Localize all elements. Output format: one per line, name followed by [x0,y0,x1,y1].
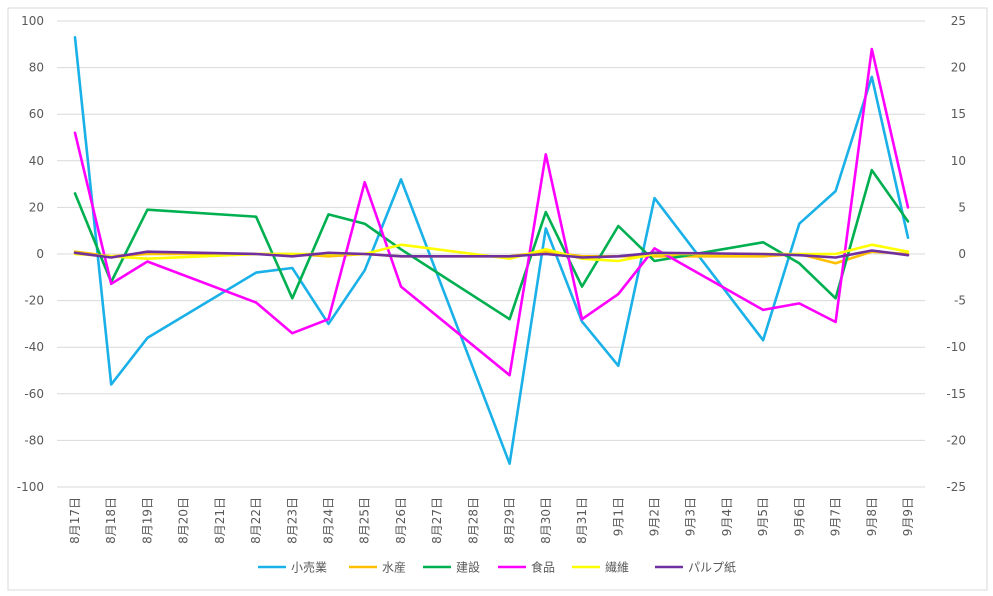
x-tick-label: 9月9日 [901,497,915,536]
right-tick-label: 10 [951,154,966,168]
x-tick-label: 8月28日 [466,497,480,544]
x-tick-label: 9月4日 [720,497,734,536]
left-tick-label: 80 [29,61,44,75]
legend-label: 建設 [456,560,480,575]
left-tick-label: 0 [36,247,44,261]
left-tick-label: -20 [24,294,44,308]
legend: 小売業 水産 建設 食品 繊維 パルプ紙 [258,560,736,575]
left-tick-label: 20 [29,200,44,214]
series-line-5 [73,249,910,259]
x-tick-label: 8月30日 [539,497,553,544]
x-tick-label: 8月19日 [140,497,154,544]
x-tick-label: 8月20日 [177,497,191,544]
chart-border [7,7,988,591]
right-tick-label: -10 [946,340,966,354]
legend-label: 小売業 [291,560,327,575]
right-tick-label: -25 [946,480,966,494]
right-tick-label: 15 [951,107,966,121]
x-tick-label: 9月5日 [756,497,770,536]
left-y-axis: -100 -80 -60 -40 -20 0 20 40 60 80 100 [17,14,44,494]
x-tick-label: 8月24日 [322,497,336,544]
left-tick-label: -40 [24,340,44,354]
x-axis: 8月17日 8月18日 8月19日 8月20日 8月21日 8月22日 8月23日 8月24日… [68,497,915,544]
right-tick-label: -20 [946,433,966,447]
left-tick-label: -80 [24,433,44,447]
x-tick-label: 8月26日 [394,497,408,544]
series-lines [73,35,910,466]
left-tick-label: 60 [29,107,44,121]
x-tick-label: 8月18日 [104,497,118,544]
x-tick-label: 8月23日 [285,497,299,544]
right-tick-label: -5 [954,294,966,308]
legend-label: 繊維 [605,561,629,575]
legend-label: 食品 [531,560,555,575]
x-tick-label: 8月25日 [358,497,372,544]
left-tick-label: -60 [24,387,44,401]
series-line-3 [73,47,910,377]
legend-label: パルプ紙 [688,560,736,575]
x-tick-label: 9月1日 [611,497,625,536]
series-line-0 [73,35,910,466]
left-tick-label: -100 [17,480,44,494]
right-tick-label: -15 [946,387,966,401]
legend-label: 水産 [382,560,406,575]
x-tick-label: 9月8日 [865,497,879,536]
x-tick-label: 9月3日 [684,497,698,536]
x-tick-label: 8月31日 [575,497,589,544]
right-tick-label: 25 [951,14,966,28]
x-tick-label: 8月21日 [213,497,227,544]
right-y-axis: -25 -20 -15 -10 -5 0 5 10 15 20 25 [946,14,966,494]
right-tick-label: 20 [951,61,966,75]
x-tick-label: 9月6日 [792,497,806,536]
x-tick-label: 9月2日 [647,497,661,536]
right-tick-label: 0 [958,247,966,261]
x-tick-label: 8月27日 [430,497,444,544]
x-tick-label: 8月22日 [249,497,263,544]
left-tick-label: 40 [29,154,44,168]
right-tick-label: 5 [958,200,966,214]
x-tick-label: 8月29日 [503,497,517,544]
x-tick-label: 8月17日 [68,497,82,544]
x-tick-label: 9月7日 [829,497,843,536]
left-tick-label: 100 [21,14,44,28]
